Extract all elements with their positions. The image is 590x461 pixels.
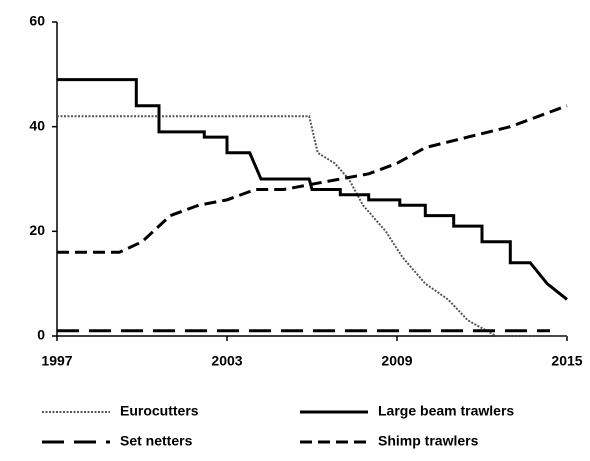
y-tick-label: 60 xyxy=(29,13,45,29)
x-tick-label: 2009 xyxy=(381,353,412,369)
x-tick-label: 2015 xyxy=(551,353,582,369)
legend-label: Shimp trawlers xyxy=(378,433,479,449)
series-line xyxy=(57,104,568,254)
legend-label: Large beam trawlers xyxy=(378,403,514,419)
x-tick-label: 2003 xyxy=(211,353,242,369)
y-tick-label: 0 xyxy=(37,327,45,343)
x-tick-label: 1997 xyxy=(41,353,72,369)
series-line xyxy=(57,78,568,301)
y-tick-label: 40 xyxy=(29,117,45,133)
legend-label: Eurocutters xyxy=(120,403,199,419)
series-line xyxy=(57,115,567,337)
y-tick-label: 20 xyxy=(29,222,45,238)
legend-label: Set netters xyxy=(120,433,193,449)
